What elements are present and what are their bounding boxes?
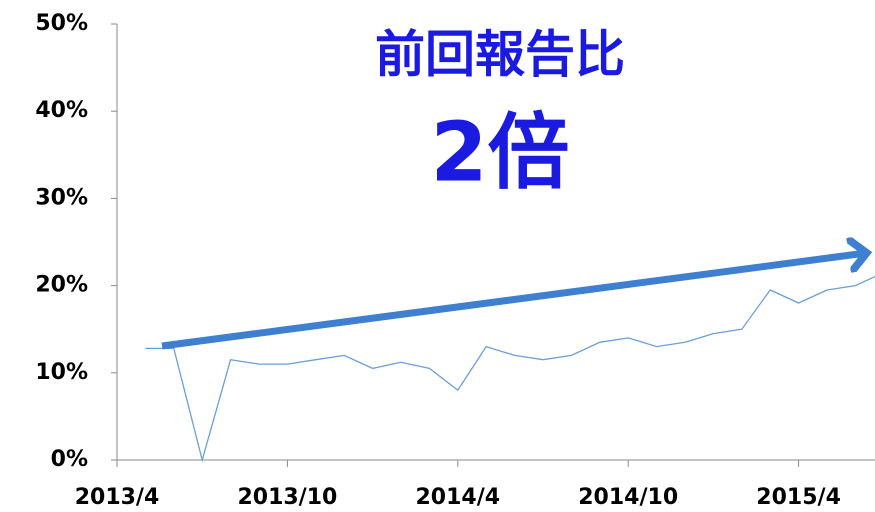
x-tick-label: 2013/4 — [75, 485, 160, 510]
y-tick-label: 50% — [35, 11, 88, 36]
x-tick-label: 2013/10 — [237, 485, 337, 510]
y-tick-label: 0% — [51, 447, 88, 472]
y-tick-label: 40% — [35, 98, 88, 123]
annotation: 2倍 — [430, 105, 569, 200]
y-tick-label: 20% — [35, 273, 88, 298]
annotation: 前回報告比 — [375, 26, 625, 84]
y-tick-label: 10% — [35, 360, 88, 385]
plot — [145, 275, 875, 463]
x-tick-label: 2015/4 — [756, 485, 841, 510]
trend-arrow — [161, 253, 866, 350]
y-tick-label: 30% — [35, 185, 88, 210]
data-line — [145, 275, 875, 463]
x-tick-label: 2014/10 — [578, 485, 678, 510]
x-tick-label: 2014/4 — [416, 485, 501, 510]
